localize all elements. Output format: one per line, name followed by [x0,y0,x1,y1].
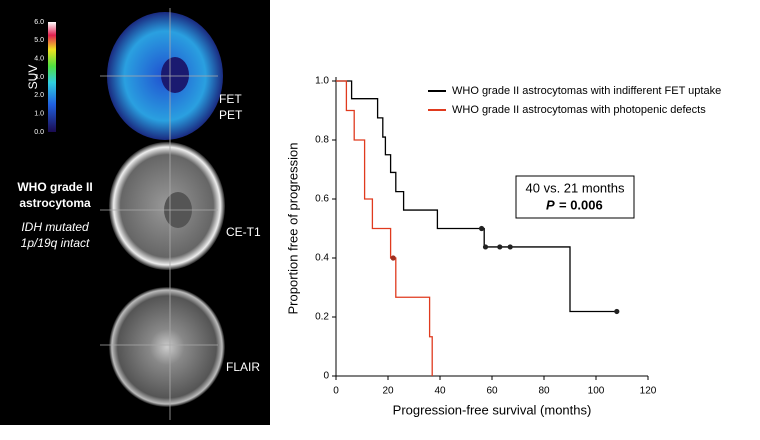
modality-label: FLAIR [226,360,260,374]
p-label: P [546,197,555,212]
censor-mark [614,308,620,315]
p-value: = 0.006 [559,197,603,212]
modality-label: CE-T1 [226,225,261,239]
survival-curve [336,80,433,376]
chart: 0 0.2 0.4 0.6 0.8 1.0 0 20 40 60 80 100 120 Progressi… [285,76,721,418]
x-tick-label: 0 [333,386,339,397]
censor-mark [507,244,513,250]
colorbar-tick: 1.0 [34,111,44,118]
legend-label: WHO grade II astrocytomas with photopeni… [452,104,706,116]
y-tick-label: 0.4 [315,253,329,264]
colorbar-tick: 6.0 [34,19,44,26]
diagnosis: WHO grade II [17,180,92,194]
y-tick-label: 0.8 [315,135,329,146]
modality-label: FET [219,92,242,106]
y-tick-label: 0.2 [315,312,329,323]
legend-label: WHO grade II astrocytomas with indiffere… [452,85,721,97]
annotation-box [515,175,635,219]
y-tick-label: 0.6 [315,194,329,205]
y-axis-label: Proportion free of progression [285,143,300,315]
survival-curve [336,80,617,313]
y-tick-label: 0 [323,371,329,382]
x-axis-label: Progression-free survival (months) [393,402,592,417]
censor-mark [479,225,485,232]
modality-label: PET [219,108,243,122]
annotation-text: 40 vs. 21 months [526,180,625,195]
x-tick-label: 20 [382,386,394,397]
x-tick-label: 100 [588,386,605,397]
colorbar-tick: 4.0 [34,56,44,63]
molecular: 1p/19q intact [21,236,90,250]
colorbar-label: SUV [26,65,40,90]
colorbar-tick: 2.0 [34,92,44,99]
image-panel [0,0,270,425]
diagnosis: astrocytoma [19,196,91,210]
x-tick-label: 40 [434,386,446,397]
x-tick-label: 120 [640,386,657,397]
colorbar-tick: 5.0 [34,37,44,44]
censor-mark [482,244,489,250]
colorbar-tick: 0.0 [34,129,44,136]
censor-mark [497,244,503,250]
x-tick-label: 60 [486,386,498,397]
y-tick-label: 1.0 [315,76,329,87]
x-tick-label: 80 [538,386,550,397]
colorbar-tick: 3.0 [34,74,44,81]
molecular: IDH mutated [21,220,89,234]
censor-mark [390,255,396,261]
